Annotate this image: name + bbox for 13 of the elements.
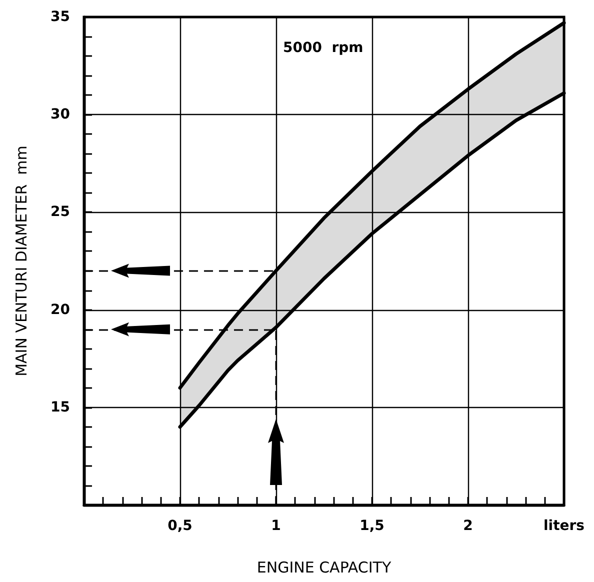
x-tick-label: 2	[463, 518, 473, 534]
y-tick-label: 30	[50, 106, 70, 123]
y-tick-label: 15	[50, 399, 70, 416]
y-tick-label: 20	[50, 302, 70, 318]
x-axis-title: ENGINE CAPACITY	[256, 558, 392, 576]
y-axis-title: MAIN VENTURI DIAMETER mm	[12, 146, 30, 376]
y-tick-label: 25	[50, 204, 70, 220]
x-tick-label: 1	[271, 518, 281, 534]
y-tick-label: 35	[50, 9, 70, 25]
x-tick-label: liters	[543, 518, 585, 534]
x-tick-label: 0,5	[168, 518, 192, 534]
x-tick-label: 1,5	[360, 518, 384, 534]
annotation: 5000 rpm	[283, 40, 364, 56]
